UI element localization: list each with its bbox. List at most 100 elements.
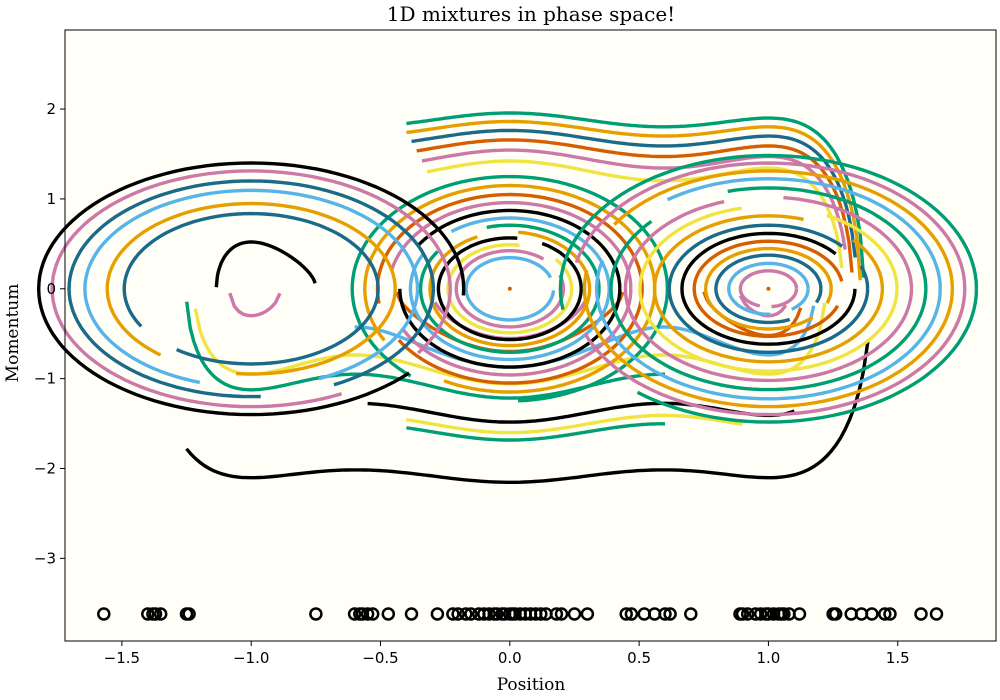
scatter-point bbox=[459, 607, 473, 621]
y-tick-label: 2 bbox=[46, 100, 56, 118]
scatter-point bbox=[878, 607, 892, 621]
scatter-point bbox=[580, 607, 595, 621]
orbit-left bbox=[67, 179, 436, 399]
orbit-center bbox=[389, 200, 633, 377]
scatter-point bbox=[97, 607, 111, 621]
orbit-center bbox=[464, 256, 556, 322]
x-axis: −1.5 −1.0 −0.5 0.0 0.5 1.0 1.5 bbox=[104, 641, 910, 667]
scatter-point bbox=[619, 607, 633, 621]
orbit-center bbox=[375, 192, 644, 385]
orbit-open bbox=[426, 159, 844, 269]
scatter-point bbox=[451, 607, 465, 621]
scatter-point bbox=[404, 607, 419, 621]
scatter-point bbox=[430, 607, 445, 621]
orbit-center bbox=[436, 236, 583, 342]
orbit-right bbox=[703, 246, 833, 331]
x-tick-label: 0.5 bbox=[627, 649, 651, 667]
scatter-point bbox=[883, 607, 897, 621]
y-axis-label: Momentum bbox=[3, 284, 23, 383]
orbit-right bbox=[738, 269, 799, 309]
scatter-point bbox=[141, 607, 155, 621]
orbit-right bbox=[680, 231, 857, 346]
scatter-point bbox=[753, 607, 768, 621]
scatter-point bbox=[148, 607, 163, 621]
scatter-point bbox=[735, 607, 750, 621]
orbit-open bbox=[406, 413, 743, 435]
x-tick-label: −0.5 bbox=[362, 649, 398, 667]
orbit-open bbox=[406, 111, 866, 278]
chart-title: 1D mixtures in phase space! bbox=[387, 2, 675, 26]
scatter-point bbox=[381, 607, 396, 621]
scatter-point bbox=[446, 607, 460, 621]
well-center-point bbox=[507, 286, 512, 291]
orbit-right bbox=[623, 195, 914, 383]
orbit-left bbox=[122, 211, 380, 366]
scatter-point bbox=[365, 607, 380, 621]
orbit-open bbox=[406, 119, 862, 281]
scatter-point bbox=[828, 607, 843, 621]
orbit-left bbox=[36, 161, 466, 417]
well-center-point bbox=[766, 286, 771, 291]
orbit-open bbox=[185, 339, 870, 484]
scatter-point bbox=[534, 607, 548, 621]
y-tick-label: −3 bbox=[34, 549, 56, 567]
x-axis-label: Position bbox=[497, 675, 566, 695]
scatter-point bbox=[182, 607, 196, 621]
scatter-point bbox=[153, 607, 168, 621]
scatter-point bbox=[464, 607, 478, 621]
orbit-right bbox=[667, 223, 870, 355]
orbit-right bbox=[727, 261, 810, 316]
orbit-open bbox=[214, 240, 317, 288]
orbit-right bbox=[574, 161, 967, 417]
orbit-right bbox=[558, 153, 979, 424]
scatter-point bbox=[567, 607, 582, 621]
orbit-open bbox=[416, 138, 854, 273]
orbit-left bbox=[50, 169, 452, 409]
scatter-layer bbox=[97, 286, 944, 621]
y-tick-label: 0 bbox=[46, 280, 56, 298]
orbit-layer bbox=[36, 111, 979, 484]
scatter-point bbox=[554, 607, 569, 621]
x-tick-label: 1.5 bbox=[886, 649, 910, 667]
scatter-point bbox=[865, 607, 879, 621]
scatter-point bbox=[684, 607, 698, 621]
orbit-right bbox=[714, 253, 823, 325]
scatter-point bbox=[658, 607, 672, 621]
scatter-point bbox=[347, 607, 362, 621]
orbit-right bbox=[652, 214, 885, 364]
orbit-open bbox=[411, 128, 857, 258]
orbit-right bbox=[609, 186, 928, 392]
orbit-right bbox=[692, 239, 844, 338]
orbit-right bbox=[582, 169, 955, 409]
scatter-point bbox=[549, 607, 564, 621]
scatter-point bbox=[490, 607, 504, 621]
y-tick-label: −1 bbox=[34, 370, 56, 388]
y-axis: −3 −2 −1 0 1 2 bbox=[34, 100, 65, 567]
scatter-point bbox=[914, 607, 928, 621]
orbit-center bbox=[418, 223, 601, 355]
scatter-point bbox=[929, 607, 944, 621]
scatter-point bbox=[777, 607, 791, 621]
orbit-center bbox=[398, 208, 622, 369]
scatter-point bbox=[663, 607, 677, 621]
x-tick-label: 0.0 bbox=[498, 649, 522, 667]
scatter-point bbox=[740, 607, 755, 621]
scatter-point bbox=[624, 607, 639, 621]
x-tick-label: −1.5 bbox=[104, 649, 140, 667]
orbit-center bbox=[446, 243, 574, 335]
x-tick-label: 1.0 bbox=[756, 649, 780, 667]
scatter-point bbox=[792, 607, 807, 621]
orbit-right bbox=[638, 206, 899, 373]
x-tick-label: −1.0 bbox=[233, 649, 269, 667]
y-tick-label: 1 bbox=[46, 190, 56, 208]
orbit-open bbox=[406, 422, 665, 442]
orbit-right bbox=[594, 176, 942, 401]
orbit-left bbox=[83, 188, 420, 385]
scatter-point bbox=[482, 607, 496, 621]
orbit-center bbox=[363, 183, 657, 394]
orbit-left bbox=[105, 201, 397, 376]
scatter-point bbox=[360, 607, 375, 621]
scatter-point bbox=[309, 607, 323, 621]
y-tick-label: −2 bbox=[34, 459, 56, 477]
